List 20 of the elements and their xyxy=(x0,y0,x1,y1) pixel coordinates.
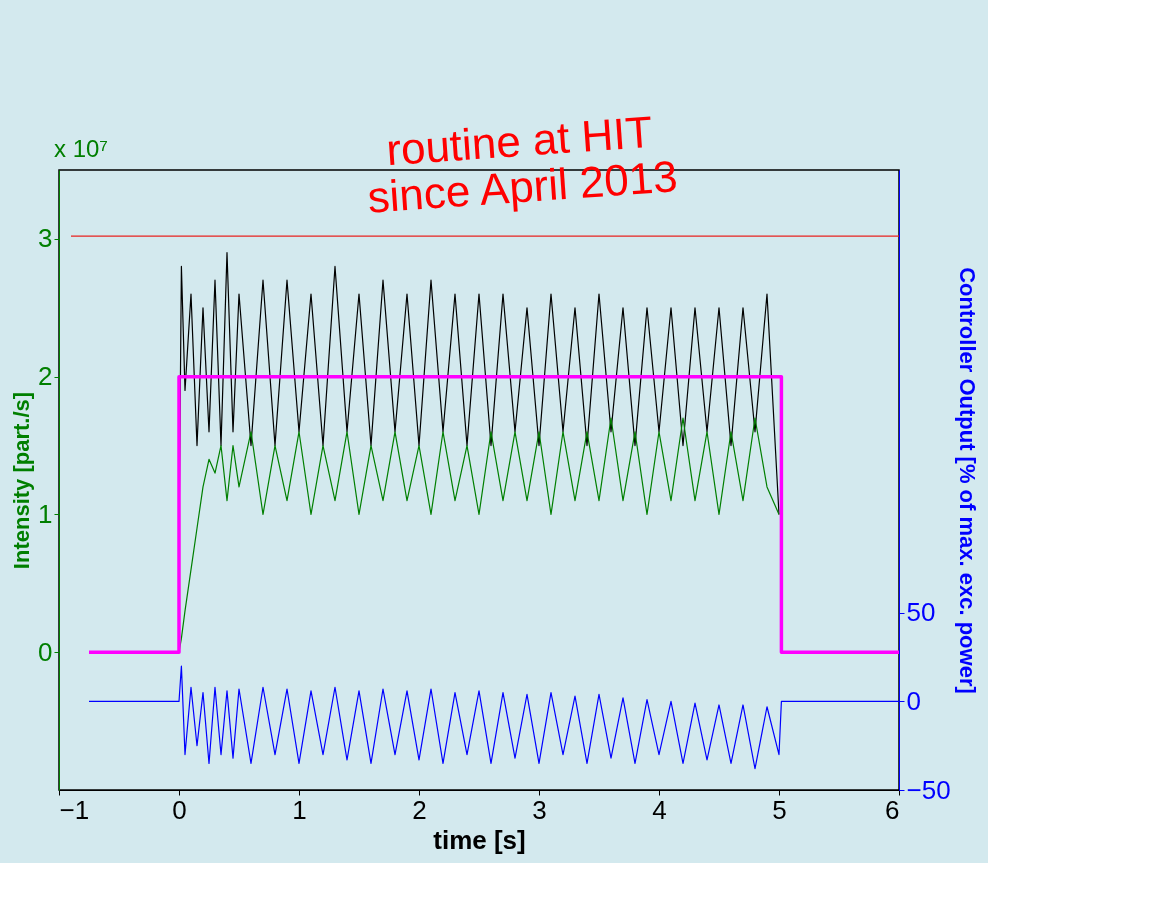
y-tick-label: 3 xyxy=(38,223,53,254)
x-tick-label: 1 xyxy=(292,794,307,825)
x-tick-label: 5 xyxy=(772,794,787,825)
x-tick-label: 3 xyxy=(532,794,547,825)
y-tick-label: 2 xyxy=(38,361,53,392)
y2-tick-label: −50 xyxy=(906,774,951,805)
annotation: routine at HIT since April 2013 xyxy=(365,106,680,222)
x-tick-label: −1 xyxy=(59,794,90,825)
y-tick-label: 1 xyxy=(38,498,53,529)
y2-tick-label: 0 xyxy=(906,685,921,716)
text: x 10⁷ xyxy=(54,135,109,162)
x-axis-title: time [s] xyxy=(433,824,526,855)
y2-axis-title: Controller Output [% of max. exc. power] xyxy=(954,267,980,694)
x-tick-label: 0 xyxy=(172,794,187,825)
y-tick-label: 0 xyxy=(38,636,53,667)
x-tick-label: 4 xyxy=(652,794,667,825)
y2-tick-label: 50 xyxy=(906,597,936,628)
x-tick-label: 6 xyxy=(885,794,900,825)
x-tick-label: 2 xyxy=(412,794,427,825)
y-axis-title: Intensity [part./s] xyxy=(9,391,35,570)
